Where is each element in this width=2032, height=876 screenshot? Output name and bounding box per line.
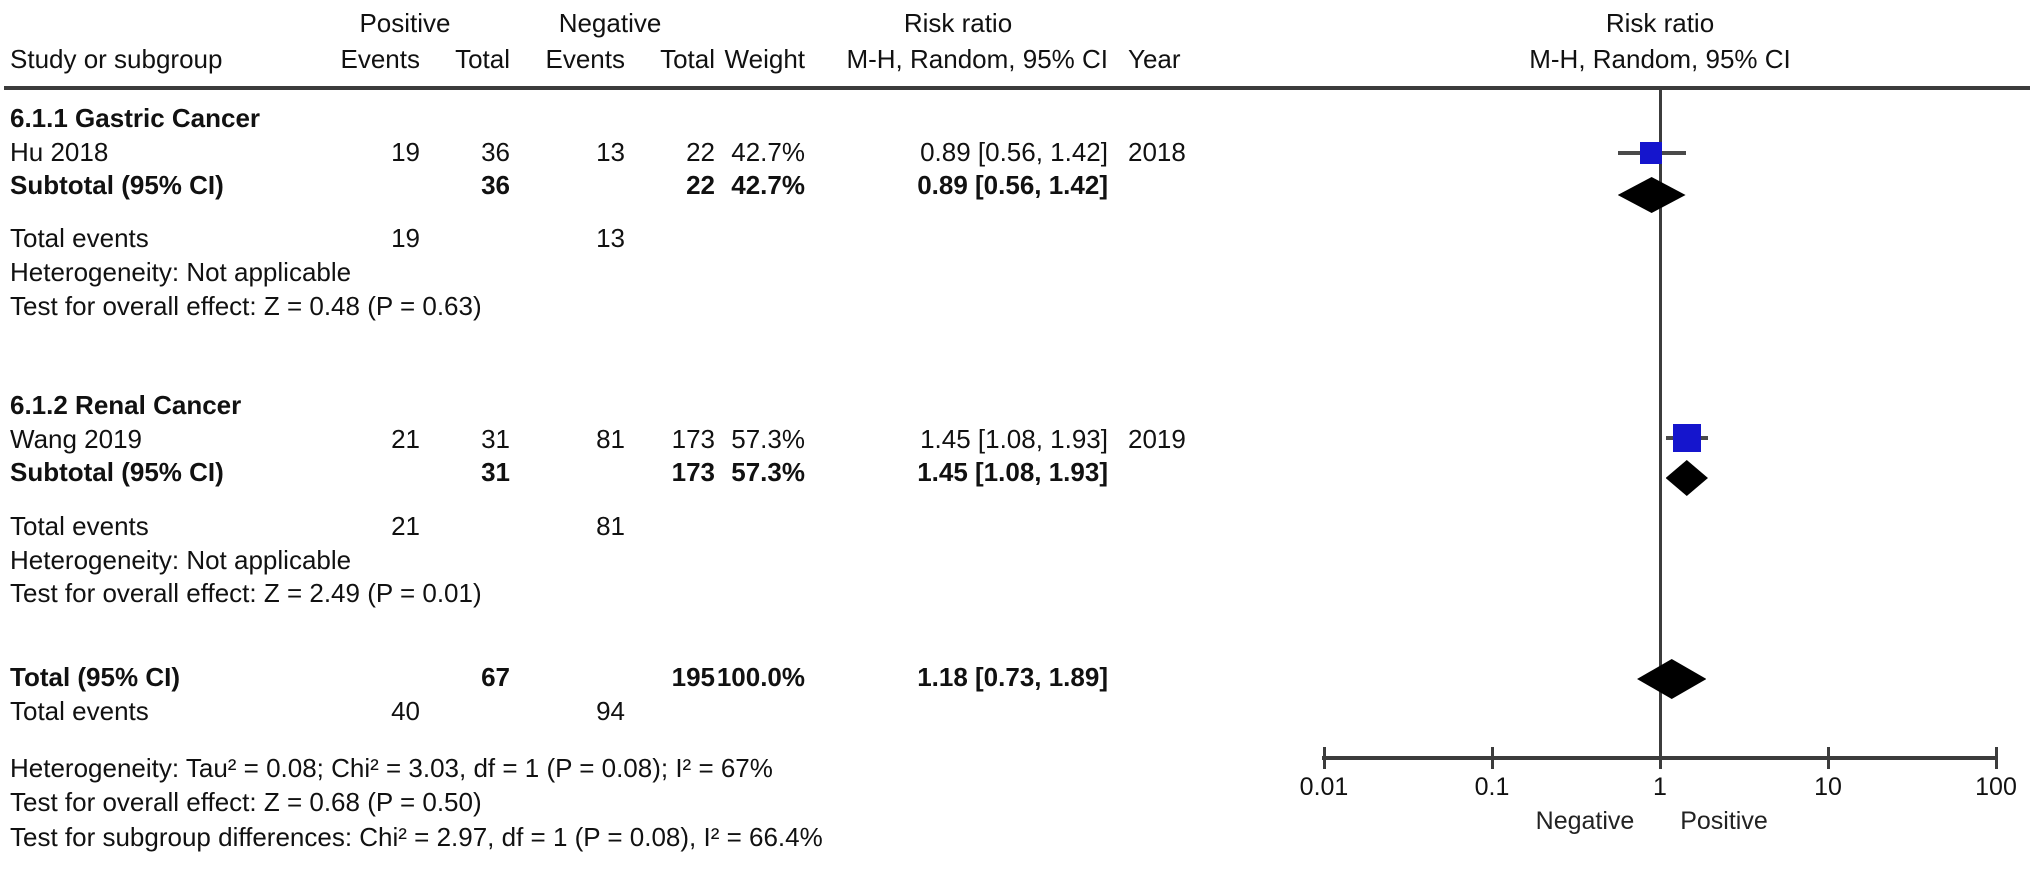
x-axis-tick-label: 10 <box>1814 773 1842 801</box>
x-axis-tick <box>1994 747 1998 769</box>
section-title: 6.1.1 Gastric Cancer <box>10 103 261 133</box>
subtotal-row: Subtotal (95% CI) 31 173 57.3% 1.45 [1.0… <box>10 457 1108 487</box>
plot-subtitle: M-H, Random, 95% CI <box>1529 44 1791 74</box>
x-axis-tick <box>1490 747 1494 769</box>
total-events-row: Total events 21 81 <box>10 511 625 541</box>
heterogeneity-row: Heterogeneity: Not applicable <box>10 257 352 287</box>
heterogeneity-row: Heterogeneity: Not applicable <box>10 545 352 575</box>
overall-effect-row: Test for overall effect: Z = 0.48 (P = 0… <box>10 291 482 321</box>
subtotal-row: Subtotal (95% CI) 36 22 42.7% 0.89 [0.56… <box>10 170 1108 200</box>
header-row-columns: Study or subgroup Events Total Events To… <box>0 44 2032 74</box>
x-axis-right-label: Positive <box>1680 807 1768 835</box>
group-positive-header: Positive <box>359 8 451 38</box>
study-name: Hu 2018 <box>10 137 109 167</box>
x-axis-tick-label: 0.01 <box>1299 773 1349 801</box>
group-negative-header: Negative <box>558 8 662 38</box>
x-axis-tick <box>1826 747 1830 769</box>
heterogeneity-row: Heterogeneity: Tau² = 0.08; Chi² = 3.03,… <box>10 753 773 783</box>
null-effect-line <box>1658 90 1662 768</box>
col-weight: Weight <box>724 44 805 74</box>
section-title: 6.1.2 Renal Cancer <box>10 390 242 420</box>
total-events-row: Total events 19 13 <box>10 223 625 253</box>
study-marker <box>1673 424 1702 452</box>
col-year: Year <box>1128 44 1181 74</box>
header-rule <box>4 86 2030 90</box>
study-row: Hu 2018 19 36 13 22 42.7% 0.89 [0.56, 1.… <box>10 137 1186 167</box>
header-row-groups: Positive Negative Risk ratio Risk ratio <box>0 8 2032 38</box>
overall-effect-row: Test for overall effect: Z = 2.49 (P = 0… <box>10 578 482 608</box>
study-row: Wang 2019 21 31 81 173 57.3% 1.45 [1.08,… <box>10 424 1186 454</box>
total-events-row: Total events 40 94 <box>10 696 625 726</box>
x-axis-left-label: Negative <box>1535 807 1635 835</box>
x-axis-tick-label: 0.1 <box>1474 773 1510 801</box>
col-study: Study or subgroup <box>10 44 223 74</box>
x-axis-tick-label: 1 <box>1653 773 1667 801</box>
col-total-positive: Total <box>455 44 510 74</box>
col-mh-ci: M-H, Random, 95% CI <box>846 44 1108 74</box>
plot-title: Risk ratio <box>1605 8 1715 38</box>
x-axis-tick-label: 100 <box>1975 773 2017 801</box>
col-total-negative: Total <box>660 44 715 74</box>
study-marker <box>1640 142 1663 164</box>
study-name: Wang 2019 <box>10 424 143 454</box>
overall-effect-row: Test for overall effect: Z = 0.68 (P = 0… <box>10 787 482 817</box>
col-events-positive: Events <box>340 44 421 74</box>
x-axis-tick <box>1322 747 1326 769</box>
effect-header: Risk ratio <box>903 8 1013 38</box>
subgroup-differences-row: Test for subgroup differences: Chi² = 2.… <box>10 822 823 852</box>
x-axis-tick <box>1658 747 1662 769</box>
col-events-negative: Events <box>545 44 626 74</box>
grand-total-row: Total (95% CI) 67 195 100.0% 1.18 [0.73,… <box>10 662 1108 692</box>
